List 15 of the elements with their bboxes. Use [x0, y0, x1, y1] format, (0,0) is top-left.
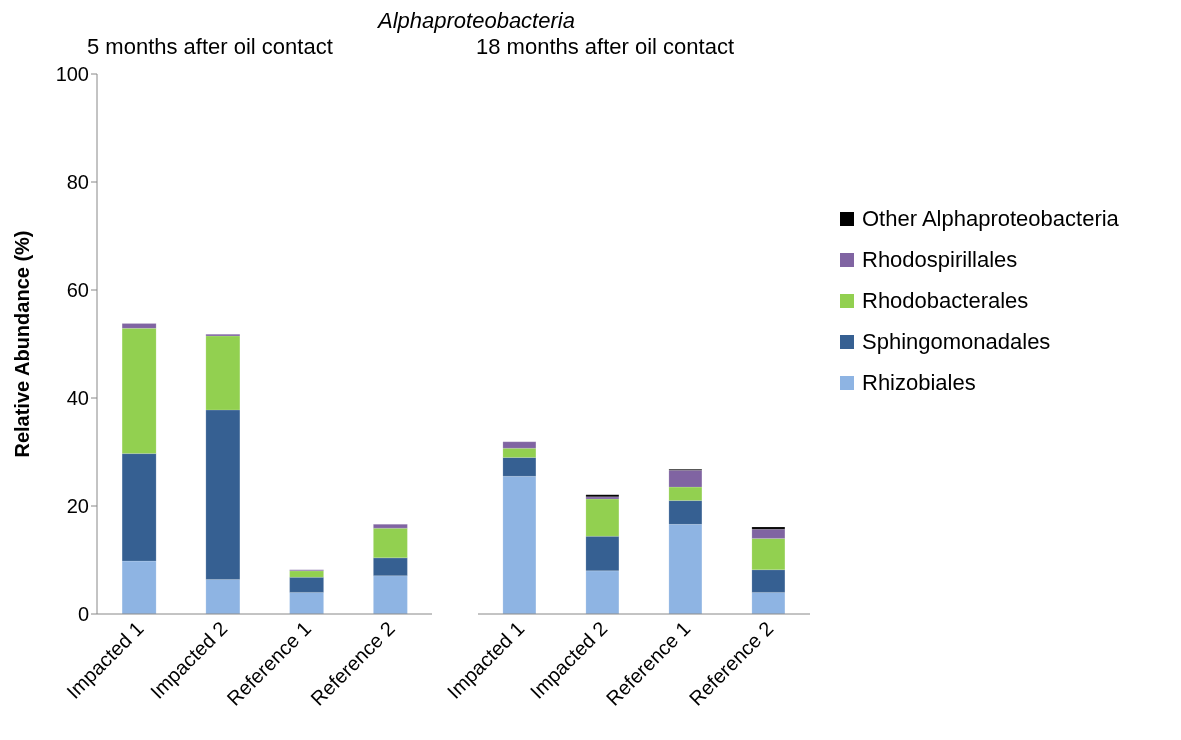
y-tick-label: 60: [66, 279, 89, 302]
chart-subtitle: 5 months after oil contact: [87, 34, 333, 60]
legend-label: Rhizobiales: [862, 369, 976, 396]
legend-label: Rhodospirillales: [862, 246, 1018, 273]
text: Alphaproteobacteria: [378, 8, 575, 34]
legend-label: Other Alphaproteobacteria: [862, 205, 1119, 232]
y-tick-label: 100: [55, 63, 89, 86]
y-tick-label: 20: [66, 495, 89, 518]
y-tick-label: 80: [66, 171, 89, 194]
y-tick-label: 40: [66, 387, 89, 410]
y-tick-label: 0: [77, 603, 89, 626]
legend-label: Sphingomonadales: [862, 328, 1051, 355]
y-axis-title: Relative Abundance (%): [11, 230, 34, 458]
chart-subtitle: 18 months after oil contact: [476, 34, 735, 60]
legend-label: Rhodobacterales: [862, 287, 1029, 314]
